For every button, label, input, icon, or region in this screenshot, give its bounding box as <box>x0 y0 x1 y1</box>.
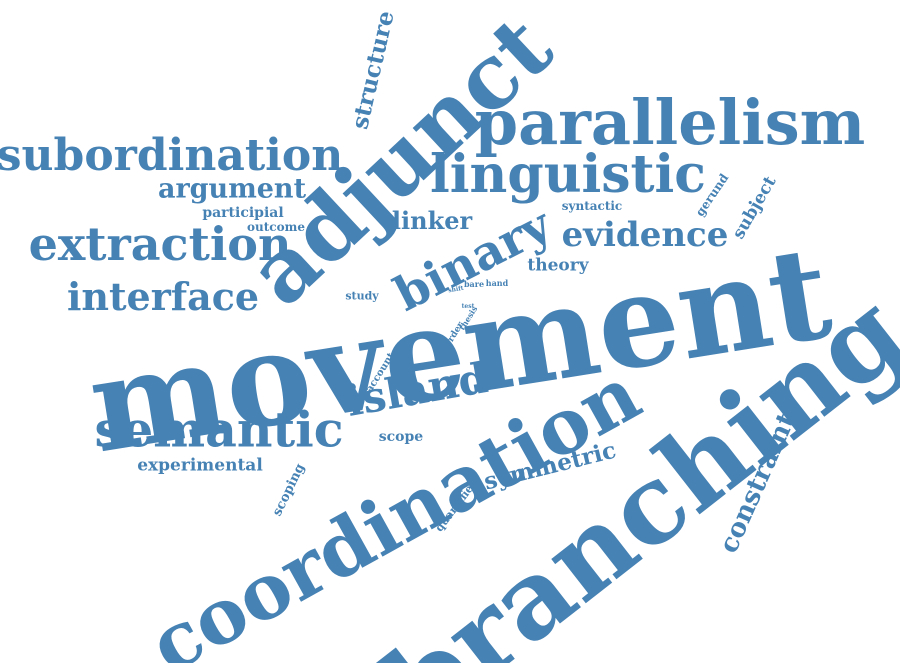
word-experimental: experimental <box>137 455 263 476</box>
word-bare: bare <box>463 279 485 289</box>
word-study: study <box>345 289 379 303</box>
word-scope: scope <box>378 429 424 445</box>
word-syntactic: syntactic <box>561 199 623 213</box>
word-linguistic: linguistic <box>430 144 706 205</box>
word-parallelism: parallelism <box>474 86 866 159</box>
word-theory: theory <box>527 255 589 276</box>
word-hand: hand <box>485 278 509 288</box>
word-semantic: semantic <box>94 400 344 459</box>
word-evidence: evidence <box>561 215 729 255</box>
word-subordination: subordination <box>0 130 344 181</box>
word-argument: argument <box>157 173 307 205</box>
word-extraction: extraction <box>28 217 292 271</box>
word-outcome: outcome <box>247 220 305 234</box>
word-scoping: scoping <box>269 461 309 519</box>
word-participial: participial <box>202 205 284 221</box>
word-test: test <box>461 303 475 310</box>
word-interface: interface <box>66 274 260 319</box>
word-linker: linker <box>391 206 473 235</box>
